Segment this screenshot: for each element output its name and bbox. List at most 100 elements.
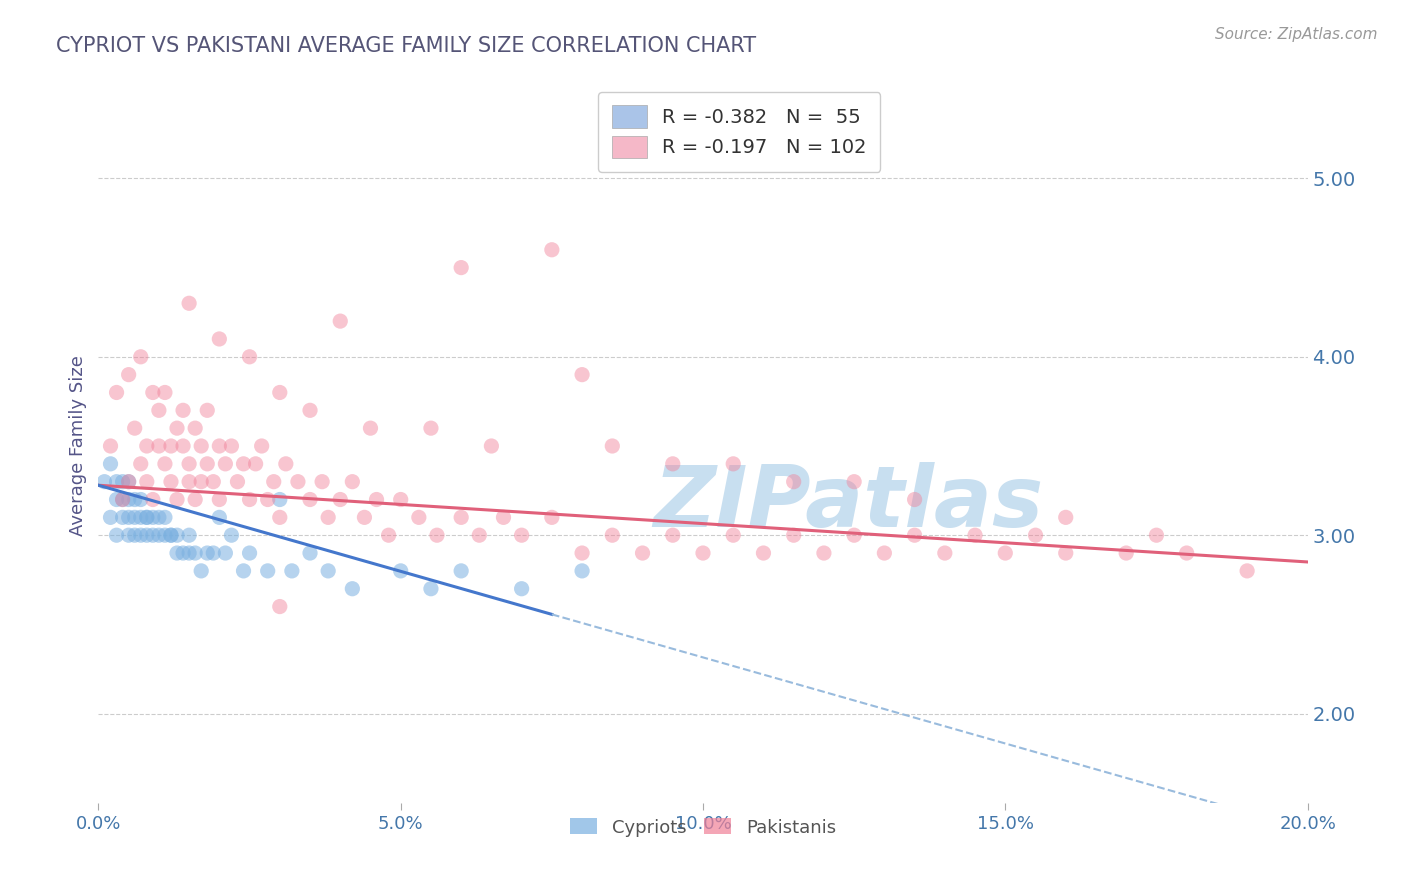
Point xyxy=(135,475,157,489)
Point xyxy=(844,528,866,542)
Point xyxy=(311,475,333,489)
Point xyxy=(202,475,225,489)
Point xyxy=(208,510,231,524)
Point xyxy=(274,457,297,471)
Point xyxy=(481,439,503,453)
Point xyxy=(172,439,194,453)
Point xyxy=(602,528,624,542)
Point xyxy=(510,528,533,542)
Point xyxy=(184,492,207,507)
Point xyxy=(226,475,249,489)
Point xyxy=(160,475,183,489)
Point xyxy=(377,528,399,542)
Point xyxy=(195,403,218,417)
Text: CYPRIOT VS PAKISTANI AVERAGE FAMILY SIZE CORRELATION CHART: CYPRIOT VS PAKISTANI AVERAGE FAMILY SIZE… xyxy=(56,36,756,55)
Point xyxy=(179,457,201,471)
Point xyxy=(153,457,176,471)
Point xyxy=(214,457,236,471)
Text: ZIPatlas: ZIPatlas xyxy=(652,461,1043,545)
Point xyxy=(208,332,231,346)
Point xyxy=(299,546,322,560)
Point xyxy=(232,564,254,578)
Point xyxy=(118,475,141,489)
Point xyxy=(994,546,1017,560)
Point xyxy=(571,564,593,578)
Point xyxy=(111,475,134,489)
Point xyxy=(202,546,225,560)
Point xyxy=(100,457,122,471)
Point xyxy=(148,528,170,542)
Point xyxy=(269,510,291,524)
Point xyxy=(118,510,141,524)
Point xyxy=(450,260,472,275)
Point xyxy=(904,492,927,507)
Point xyxy=(904,528,927,542)
Point xyxy=(118,475,141,489)
Point xyxy=(661,457,683,471)
Point xyxy=(129,350,152,364)
Point xyxy=(408,510,430,524)
Point xyxy=(172,546,194,560)
Point xyxy=(783,475,806,489)
Point xyxy=(752,546,775,560)
Point xyxy=(723,528,745,542)
Point xyxy=(1115,546,1137,560)
Point xyxy=(153,385,176,400)
Point xyxy=(195,457,218,471)
Point xyxy=(221,439,243,453)
Point xyxy=(873,546,896,560)
Point xyxy=(190,475,212,489)
Point xyxy=(118,528,141,542)
Text: Source: ZipAtlas.com: Source: ZipAtlas.com xyxy=(1215,27,1378,42)
Point xyxy=(844,475,866,489)
Point xyxy=(179,296,201,310)
Point xyxy=(510,582,533,596)
Point xyxy=(256,492,278,507)
Point xyxy=(105,528,128,542)
Point xyxy=(100,439,122,453)
Point xyxy=(105,475,128,489)
Point xyxy=(316,564,339,578)
Point xyxy=(111,492,134,507)
Point xyxy=(195,546,218,560)
Point xyxy=(100,510,122,524)
Point xyxy=(269,385,291,400)
Point xyxy=(540,243,562,257)
Point xyxy=(129,492,152,507)
Point xyxy=(184,546,207,560)
Point xyxy=(540,510,562,524)
Point xyxy=(105,492,128,507)
Point xyxy=(299,492,322,507)
Point xyxy=(1144,528,1167,542)
Point xyxy=(166,528,188,542)
Point xyxy=(571,368,593,382)
Point xyxy=(420,421,443,435)
Point xyxy=(148,510,170,524)
Point xyxy=(342,475,364,489)
Point xyxy=(602,439,624,453)
Point xyxy=(135,439,157,453)
Point xyxy=(342,582,364,596)
Point xyxy=(179,475,201,489)
Point xyxy=(239,492,262,507)
Point xyxy=(269,599,291,614)
Point xyxy=(389,564,412,578)
Point xyxy=(179,528,201,542)
Point xyxy=(239,350,262,364)
Point xyxy=(135,510,157,524)
Point xyxy=(172,403,194,417)
Point xyxy=(160,528,183,542)
Point xyxy=(245,457,267,471)
Point xyxy=(389,492,412,507)
Point xyxy=(214,546,236,560)
Point xyxy=(965,528,987,542)
Y-axis label: Average Family Size: Average Family Size xyxy=(69,356,87,536)
Point xyxy=(783,528,806,542)
Point xyxy=(148,403,170,417)
Point xyxy=(129,510,152,524)
Point xyxy=(269,492,291,507)
Point xyxy=(1054,546,1077,560)
Point xyxy=(256,564,278,578)
Point xyxy=(692,546,714,560)
Point xyxy=(299,403,322,417)
